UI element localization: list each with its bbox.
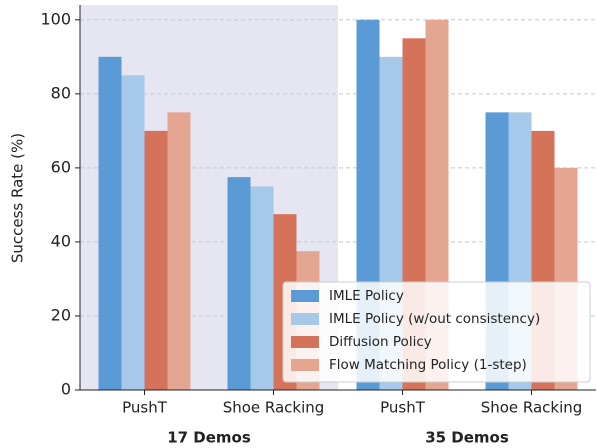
legend-swatch [291,290,319,302]
y-tick-label: 20 [51,305,71,324]
y-tick-label: 80 [51,83,71,102]
legend: IMLE Policy IMLE Policy (w/out consistenc… [282,281,591,383]
legend-swatch [291,313,319,325]
x-tick-label: PushT [122,399,168,417]
y-tick-label: 0 [61,380,71,399]
y-axis-label: Success Rate (%) [9,133,27,263]
y-tick-label: 40 [51,231,71,250]
legend-label: Diffusion Policy [329,334,432,350]
x-tick-label: Shoe Racking [223,399,325,417]
legend-swatch [291,336,319,348]
bar [98,56,122,390]
legend-label: Flow Matching Policy (1-step) [329,357,527,373]
group-label: 17 Demos [167,429,251,447]
y-tick-label: 60 [51,157,71,176]
bar [121,75,145,390]
bar [250,186,274,390]
bar [144,130,168,390]
legend-label: IMLE Policy (w/out consistency) [329,311,540,327]
bar [167,112,191,390]
legend-swatch [291,359,319,371]
x-tick-label: PushT [380,399,426,417]
x-tick-label: Shoe Racking [481,399,583,417]
group-label: 35 Demos [425,429,509,447]
legend-label: IMLE Policy [329,288,404,304]
legend-box [282,281,591,383]
bar [227,177,251,390]
y-tick-label: 100 [40,9,71,28]
